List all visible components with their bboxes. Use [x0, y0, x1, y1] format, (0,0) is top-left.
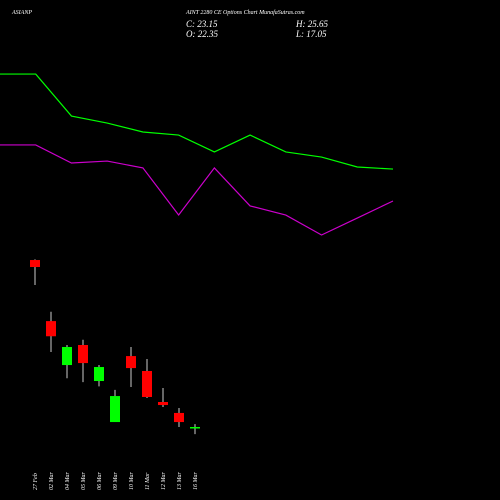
x-tick-label: 12 Mar	[161, 472, 167, 490]
candle-body	[62, 346, 72, 366]
x-tick-label: 11 Mar	[145, 472, 151, 490]
candle-body	[30, 260, 40, 268]
x-tick-label: 09 Mar	[113, 472, 119, 490]
candle-body	[110, 396, 120, 423]
open-label: O: 22.35	[186, 29, 218, 39]
x-tick-label: 10 Mar	[129, 472, 135, 490]
x-tick-label: 05 Mar	[81, 472, 87, 490]
x-tick-label: 02 Mar	[49, 472, 55, 490]
candle-body	[46, 321, 56, 337]
candle-body	[78, 345, 88, 364]
x-tick-label: 27 Feb	[33, 473, 39, 490]
indicator-line	[0, 73, 394, 170]
x-tick-label: 06 Mar	[97, 472, 103, 490]
chart-title: AINT 2280 CE Options Chart MunafaSutras.…	[185, 9, 305, 16]
close-label: C: 23.15	[186, 19, 218, 29]
x-tick-label: 13 Mar	[177, 472, 183, 490]
chart-title-left: ASIANP	[11, 10, 32, 16]
candle-body	[126, 356, 136, 369]
x-tick-label: 04 Mar	[64, 472, 71, 490]
candle-body	[158, 402, 168, 406]
indicator-line	[0, 144, 394, 236]
candle-body	[142, 370, 152, 397]
low-label: L: 17.05	[295, 29, 327, 39]
x-tick-label: 16 Mar	[193, 472, 199, 490]
high-label: H: 25.65	[295, 19, 328, 29]
candle-body	[94, 367, 104, 382]
candle-body	[190, 427, 200, 429]
candle-body	[174, 412, 184, 423]
